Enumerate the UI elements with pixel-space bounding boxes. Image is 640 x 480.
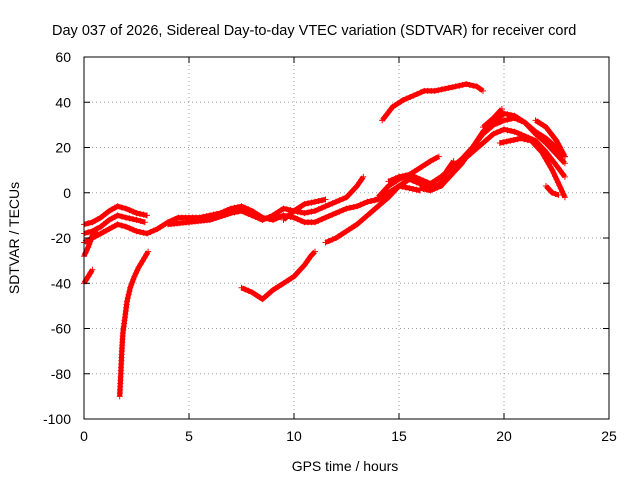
chart-title: Day 037 of 2026, Sidereal Day-to-day VTE… [52,23,576,39]
series-track-4 [81,225,100,260]
y-tick-label: -60 [51,321,71,337]
series-track-14 [438,158,457,185]
series-track-19 [543,183,562,198]
x-tick-label: 0 [80,428,88,444]
x-tick-label: 10 [286,428,302,444]
series-track-17 [496,135,568,201]
x-tick-label: 5 [185,428,193,444]
series-markers [417,110,568,194]
series-markers [496,135,568,201]
series-track-7 [165,173,367,228]
series-track-1 [81,203,150,228]
series-markers [379,81,486,124]
series-markers [543,183,562,198]
series-markers [532,117,568,160]
series-track-15 [379,81,486,124]
y-axis-label: SDTVAR / TECUs [6,182,22,294]
grid-lines [84,57,609,419]
x-tick-label: 15 [391,428,407,444]
series-markers [280,196,329,223]
data-series [81,81,568,400]
x-tick-label: 25 [601,428,617,444]
y-tick-label: -40 [51,275,71,291]
y-tick-label: 0 [63,185,71,201]
y-tick-label: -80 [51,366,71,382]
y-tick-label: 40 [55,94,71,110]
series-markers [480,106,505,131]
x-tick-label: 20 [496,428,512,444]
series-track-6 [116,248,152,400]
y-tick-label: 60 [55,49,71,65]
series-track-8 [238,248,318,303]
x-axis-label: GPS time / hours [292,458,399,474]
y-tick-label: 20 [55,140,71,156]
series-markers [116,248,152,400]
y-tick-label: -20 [51,230,71,246]
series-track-18 [532,117,568,160]
series-track-16 [480,106,505,131]
series-line [83,203,148,227]
series-markers [238,248,318,303]
series-track-9 [280,196,329,223]
series-track-13 [417,110,568,194]
series-markers [165,173,367,228]
series-markers [438,158,457,185]
y-tick-label: -100 [43,411,71,427]
series-line [82,183,421,245]
axis-ticks: 0 5 10 15 20 25 -100 -80 -60 -40 -20 0 20 40 60 [43,49,617,444]
